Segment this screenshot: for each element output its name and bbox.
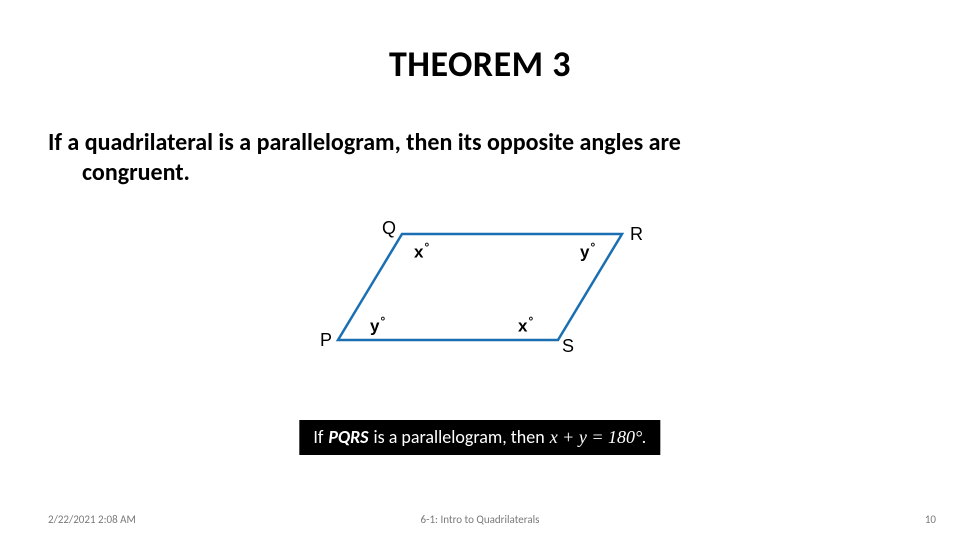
angle-at-r: y° [580, 240, 595, 263]
footer-page-number: 10 [925, 513, 936, 526]
caption-prefix: If [313, 426, 323, 448]
caption-pqrs: PQRS [328, 426, 368, 448]
angle-s-var: x [518, 317, 527, 336]
degree-icon: ° [590, 240, 595, 254]
vertex-label-p: P [320, 330, 332, 351]
body-line2: congruent. [82, 158, 928, 188]
vertex-label-s: S [562, 336, 574, 357]
degree-icon: ° [380, 314, 385, 328]
angle-at-q: x° [414, 240, 429, 263]
parallelogram-diagram: Q R S P x° y° x° y° [326, 222, 634, 352]
angle-q-var: x [414, 243, 423, 262]
angle-at-p: y° [370, 314, 385, 337]
caption-box: If PQRS is a parallelogram, then x + y =… [299, 420, 660, 455]
diagram-container: Q R S P x° y° x° y° [0, 222, 960, 352]
angle-at-s: x° [518, 314, 533, 337]
slide: THEOREM 3 If a quadrilateral is a parall… [0, 0, 960, 540]
degree-icon: ° [424, 240, 429, 254]
caption-equation: x + y = 180°. [550, 427, 647, 448]
angle-p-var: y [370, 317, 379, 336]
caption-mid: is a parallelogram, then [373, 426, 544, 448]
angle-r-var: y [580, 243, 589, 262]
body-line1: If a quadrilateral is a parallelogram, t… [48, 128, 928, 158]
vertex-label-q: Q [382, 218, 396, 239]
vertex-label-r: R [630, 224, 643, 245]
theorem-statement: If a quadrilateral is a parallelogram, t… [48, 128, 928, 188]
degree-icon: ° [528, 314, 533, 328]
slide-title: THEOREM 3 [0, 42, 960, 86]
footer-title: 6-1: Intro to Quadrilaterals [0, 513, 960, 526]
